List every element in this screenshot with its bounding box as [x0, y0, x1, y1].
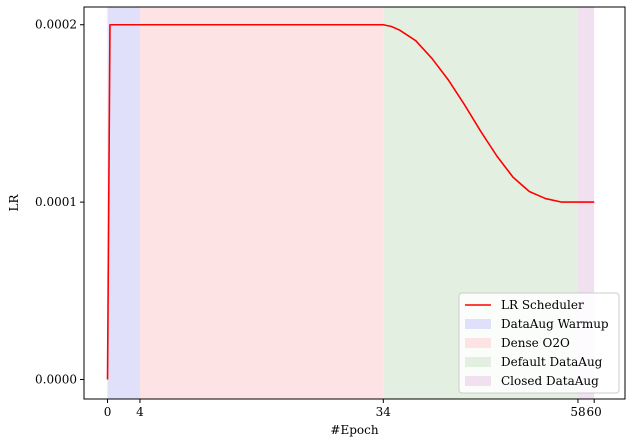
legend-label-lr-scheduler: LR Scheduler [501, 298, 584, 312]
y-tick-label: 0.0002 [35, 18, 77, 32]
y-tick-label: 0.0001 [35, 195, 77, 209]
legend: LR Scheduler DataAug Warmup Dense O2O Defau… [458, 292, 620, 394]
legend-swatch-closed-dataaug [465, 376, 491, 386]
legend-swatch-dense-o2o [465, 338, 491, 348]
x-axis-label: #Epoch [330, 423, 378, 437]
x-tick-label: 4 [136, 405, 144, 419]
series-lines [106, 23, 595, 380]
y-axis-ticks: 0.0000 0.0001 0.0002 [35, 18, 84, 386]
legend-swatch-default-dataaug [465, 357, 491, 367]
plot-frame [83, 6, 626, 400]
x-tick-label: 34 [376, 405, 392, 419]
legend-box [458, 292, 620, 394]
x-axis-ticks: 0 4 34 58 60 [104, 399, 602, 419]
legend-swatch-dataaug-warmup [465, 319, 491, 329]
x-tick-label: 60 [587, 405, 602, 419]
legend-label-default-dataaug: Default DataAug [501, 355, 603, 369]
x-tick-label: 58 [570, 405, 585, 419]
x-tick-label: 0 [104, 405, 112, 419]
region-dataaug-warmup [107, 7, 140, 399]
legend-label-closed-dataaug: Closed DataAug [501, 374, 599, 388]
region-dense-o2o [139, 7, 384, 399]
legend-label-dense-o2o: Dense O2O [501, 336, 570, 350]
y-tick-label: 0.0000 [35, 372, 77, 386]
y-axis-label: LR [7, 194, 21, 212]
legend-label-dataaug-warmup: DataAug Warmup [501, 317, 609, 331]
series-line-lr-scheduler [106, 23, 595, 380]
